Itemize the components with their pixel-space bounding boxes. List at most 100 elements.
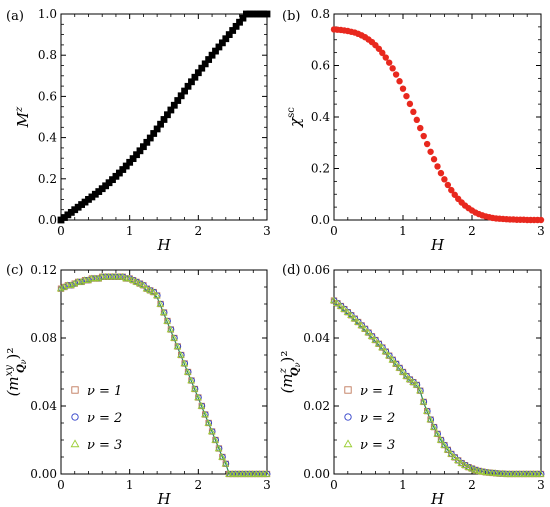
data-point xyxy=(433,429,441,437)
data-point xyxy=(112,172,120,180)
data-point xyxy=(481,468,490,475)
y-axis-label: Mz xyxy=(14,106,32,128)
data-point xyxy=(70,279,79,287)
data-point xyxy=(488,469,497,476)
data-point xyxy=(474,467,483,474)
x-tick-label: 0 xyxy=(57,478,65,492)
data-point xyxy=(140,143,147,151)
data-series-1 xyxy=(57,10,271,224)
data-point xyxy=(440,441,448,448)
x-tick-label: 3 xyxy=(263,478,271,492)
y-tick-label: 0.08 xyxy=(30,331,57,345)
data-point xyxy=(208,51,216,59)
data-point xyxy=(340,305,348,312)
legend-label: ν = 2 xyxy=(87,411,122,426)
y-label-sup: xy xyxy=(4,365,15,377)
y-label-base: M xyxy=(14,111,32,128)
data-point xyxy=(444,181,452,189)
data-point xyxy=(61,214,68,221)
data-point xyxy=(353,318,362,325)
panel-label: (a) xyxy=(6,9,24,24)
legend-marker xyxy=(344,386,352,394)
data-point xyxy=(98,185,106,193)
data-point xyxy=(170,101,178,109)
data-point xyxy=(427,148,434,155)
y-tick-label: 0.12 xyxy=(30,263,57,277)
data-point xyxy=(132,278,140,285)
data-point xyxy=(450,453,459,461)
y-label-base: χ xyxy=(286,117,304,128)
y-tick-label: 1.0 xyxy=(38,7,57,21)
data-series-3 xyxy=(56,272,271,477)
legend-marker xyxy=(344,413,352,421)
data-point xyxy=(256,10,264,18)
y-axis-label: χsc xyxy=(286,107,304,128)
data-point xyxy=(536,470,545,477)
data-point xyxy=(392,71,400,78)
data-point xyxy=(67,281,75,288)
data-point xyxy=(447,450,455,457)
y-tick-label: 0.8 xyxy=(311,7,330,21)
data-point xyxy=(109,176,116,184)
data-point xyxy=(243,10,250,18)
x-tick-label: 1 xyxy=(126,478,134,492)
data-point xyxy=(410,108,417,116)
data-point xyxy=(391,359,400,367)
data-point xyxy=(467,464,476,472)
data-point xyxy=(385,351,393,359)
y-tick-label: 0.0 xyxy=(311,213,330,227)
y-tick-label: 0.06 xyxy=(303,263,330,277)
data-point xyxy=(173,342,182,350)
data-point xyxy=(135,279,144,287)
data-series-3 xyxy=(329,296,545,477)
y-label-end: )² xyxy=(4,348,22,360)
y-axis-label: (mzQν)² xyxy=(278,351,302,394)
x-tick-label: 0 xyxy=(57,224,65,238)
data-point xyxy=(184,82,192,90)
data-point xyxy=(454,456,462,464)
data-point xyxy=(56,284,65,292)
chart-panel-d: 0 1 2 30.000.020.040.06(d)H(mzQν)²ν = 1ν = … xyxy=(278,263,545,507)
y-label-sup: z xyxy=(278,367,289,374)
data-point xyxy=(430,156,438,163)
data-point xyxy=(95,188,103,195)
y-label-subsub: ν xyxy=(19,359,28,364)
data-point xyxy=(381,347,390,355)
data-point xyxy=(129,155,137,163)
data-point xyxy=(263,10,271,18)
data-point xyxy=(329,296,338,304)
data-point xyxy=(464,463,472,470)
y-tick-label: 0.2 xyxy=(311,162,330,176)
guide-curve xyxy=(333,301,541,475)
y-label-base: (m xyxy=(278,373,296,393)
data-point xyxy=(498,469,507,477)
x-tick-label: 2 xyxy=(468,478,476,492)
data-point xyxy=(64,211,72,219)
legend-marker xyxy=(71,386,79,394)
data-point xyxy=(126,158,134,166)
data-point xyxy=(214,444,223,452)
data-point xyxy=(262,470,271,477)
data-point xyxy=(371,336,379,343)
data-point xyxy=(218,453,226,460)
data-point xyxy=(85,196,92,203)
data-point xyxy=(422,407,431,414)
data-point xyxy=(201,410,209,418)
x-tick-label: 3 xyxy=(537,478,545,492)
data-point xyxy=(149,288,158,295)
data-point xyxy=(170,334,178,341)
data-point xyxy=(350,314,359,322)
y-tick-label: 0.0 xyxy=(38,213,57,227)
data-point xyxy=(159,308,168,316)
data-point xyxy=(94,274,103,282)
data-point xyxy=(190,385,199,392)
data-point xyxy=(67,208,75,216)
data-point xyxy=(396,78,403,85)
x-tick-label: 2 xyxy=(468,224,476,238)
data-point xyxy=(81,198,89,206)
data-point xyxy=(382,54,389,61)
y-axis-label: (mxyQν)² xyxy=(4,348,28,397)
legend-label: ν = 1 xyxy=(87,384,122,399)
data-point xyxy=(399,85,407,92)
data-point xyxy=(398,368,407,375)
